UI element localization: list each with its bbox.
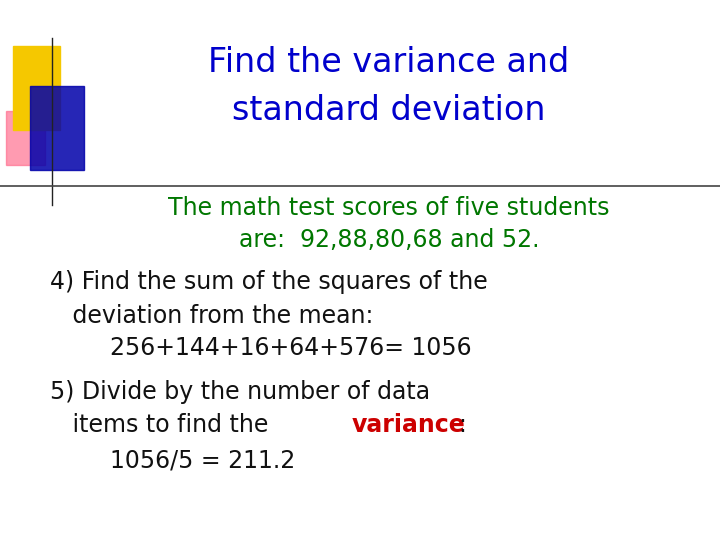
Bar bbox=[13, 46, 60, 130]
Text: The math test scores of five students: The math test scores of five students bbox=[168, 196, 610, 220]
Text: 256+144+16+64+576= 1056: 256+144+16+64+576= 1056 bbox=[50, 336, 472, 360]
Text: variance: variance bbox=[351, 413, 465, 437]
Text: standard deviation: standard deviation bbox=[232, 94, 546, 127]
Text: 4) Find the sum of the squares of the: 4) Find the sum of the squares of the bbox=[50, 270, 488, 294]
Text: are:  92,88,80,68 and 52.: are: 92,88,80,68 and 52. bbox=[238, 228, 539, 252]
Text: :: : bbox=[458, 413, 466, 437]
Text: deviation from the mean:: deviation from the mean: bbox=[50, 304, 374, 328]
Text: items to find the: items to find the bbox=[50, 413, 276, 437]
Bar bbox=[6, 111, 45, 165]
Text: Find the variance and: Find the variance and bbox=[208, 45, 570, 79]
Text: 1056/5 = 211.2: 1056/5 = 211.2 bbox=[50, 448, 296, 472]
Bar bbox=[30, 86, 84, 170]
Text: 5) Divide by the number of data: 5) Divide by the number of data bbox=[50, 380, 431, 403]
